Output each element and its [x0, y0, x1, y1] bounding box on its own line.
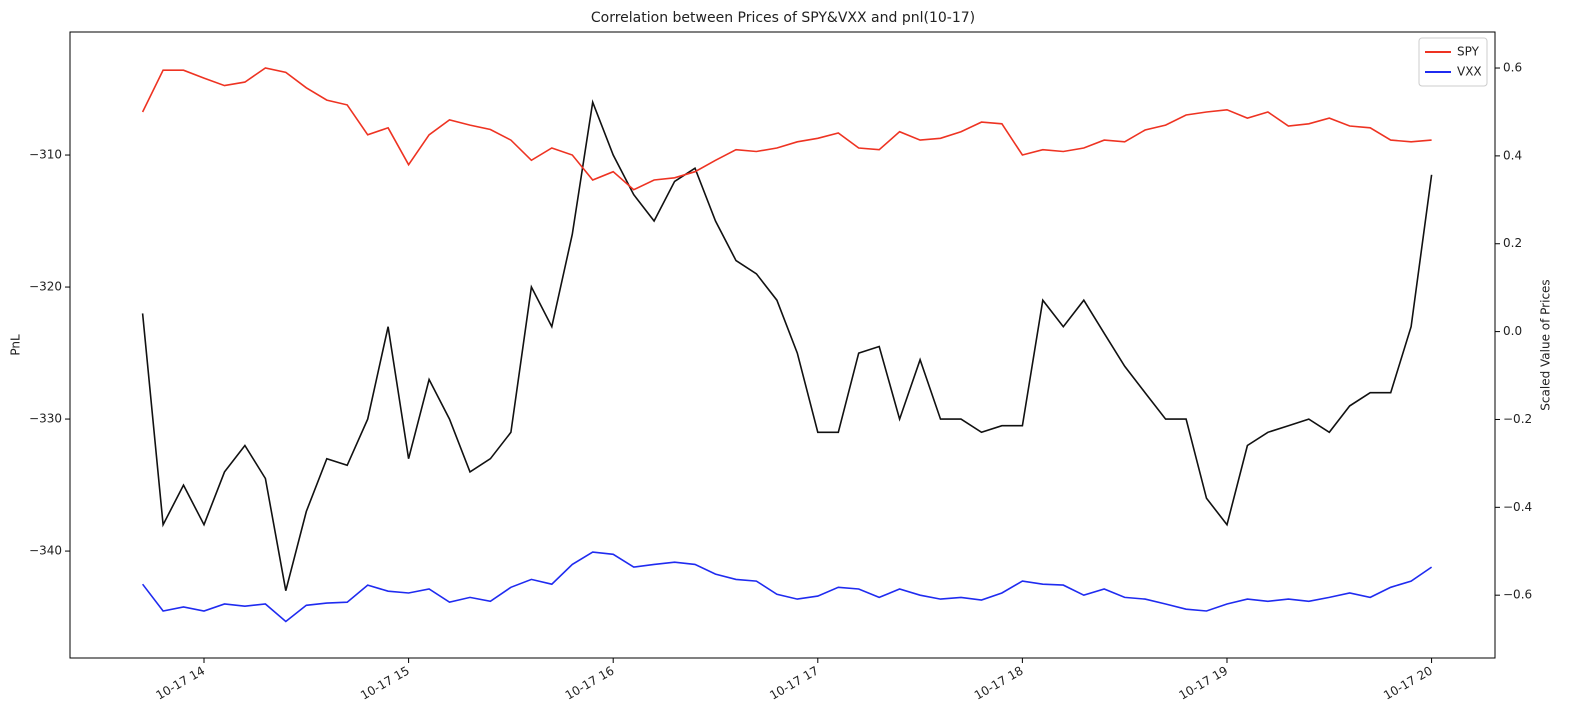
series-line	[141, 551, 1433, 623]
legend-label: VXX	[1457, 65, 1482, 79]
y-tick-label: −310	[29, 148, 62, 162]
y2-tick-label: −0.4	[1503, 500, 1532, 514]
legend-label: SPY	[1457, 45, 1480, 59]
y2-tick-label: 0.4	[1503, 148, 1522, 162]
x-tick-label: 10-17 18	[972, 664, 1026, 703]
y-tick-label: −320	[29, 280, 62, 294]
x-tick-label: 10-17 16	[563, 664, 617, 703]
y-axis-label: PnL	[9, 334, 23, 356]
y2-tick-label: −0.6	[1503, 588, 1532, 602]
x-tick-label: 10-17 15	[358, 664, 412, 703]
x-tick-label: 10-17 17	[767, 664, 821, 703]
series-line	[141, 67, 1432, 191]
legend-box	[1418, 37, 1488, 87]
series-line	[141, 99, 1433, 591]
x-tick-label: 10-17 14	[154, 664, 208, 703]
y2-tick-label: 0.2	[1503, 236, 1522, 250]
y-tick-label: −330	[29, 412, 62, 426]
y-tick-label: −340	[29, 544, 62, 558]
chart-title: Correlation between Prices of SPY&VXX an…	[591, 10, 975, 26]
x-tick-label: 10-17 19	[1177, 664, 1231, 703]
y2-tick-label: 0.6	[1503, 61, 1522, 75]
x-tick-label: 10-17 20	[1381, 664, 1435, 703]
plot-frame	[69, 31, 1496, 659]
y2-tick-label: −0.2	[1503, 412, 1532, 426]
y2-tick-label: 0.0	[1503, 324, 1522, 338]
y2-axis-label: Scaled Value of Prices	[1539, 279, 1553, 410]
